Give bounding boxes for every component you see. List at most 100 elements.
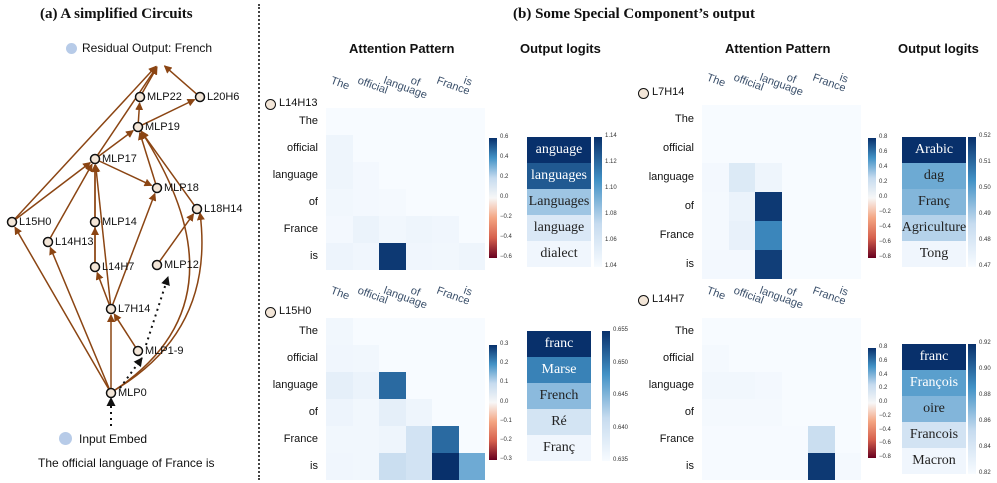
logit-token: Languages [527,189,591,215]
logit-token: Franç [902,189,966,215]
node-label-L15H0: L15H0 [19,216,52,228]
logit-colorbar [968,137,976,267]
logit-token: Marse [527,357,591,383]
colorbar-tick: −0.3 [500,456,512,462]
attention-cell [379,216,406,243]
colorbar-tick: 0.4 [500,154,509,160]
component-marker [265,99,276,110]
attention-cell [379,399,406,426]
circuit-diagram [6,65,206,426]
attention-cell [755,453,782,480]
colorbar-tick: 0.0 [879,194,888,200]
component-label: L7H14 [652,86,685,98]
logit-token: Franç [527,435,591,461]
x-token-label: language [382,74,429,102]
node-label-L14H7: L14H7 [102,261,135,273]
attention-cell [755,192,782,221]
attention-cell [326,345,353,372]
logits-header-right: Output logits [898,41,979,56]
edge-MLP17-MLP19 [98,129,134,157]
attention-cell [808,453,835,480]
colorbar-tick: −0.1 [500,417,512,424]
y-token-label: official [287,351,318,364]
attention-cell [755,372,782,399]
circuit-title: (a) A simplified Circuits [40,6,193,22]
attention-cell [728,221,755,250]
attention-cell [405,453,432,480]
y-token-label: France [659,432,694,445]
dotted-edge-1 [119,357,143,389]
components-title: (b) Some Special Component’s output [513,6,755,22]
attention-cell [755,426,782,453]
attention-colorbar [868,138,876,258]
logit-colorbar-tick: 0.640 [613,424,629,431]
colorbar-tick: 0.4 [879,371,888,378]
attention-cell [326,399,353,426]
component-marker [638,295,649,306]
attention-colorbar [489,345,497,460]
colorbar-tick: −0.6 [879,239,891,245]
logit-colorbar-tick: 0.86 [979,418,991,424]
node-label-MLP22: MLP22 [147,91,182,103]
edge-L7H14-L14H7 [95,271,110,305]
node-label-MLP17: MLP17 [102,153,137,165]
logit-colorbar-tick: 0.645 [613,392,629,398]
y-token-label: The [299,114,318,127]
edge-L20H6-OUT [163,65,197,95]
section-divider [258,4,260,480]
logit-colorbar-tick: 1.10 [605,185,617,191]
colorbar-tick: −0.2 [879,412,891,419]
x-token-label: The [329,284,351,303]
attention-cell [432,453,459,480]
logit-token: languages [527,163,591,189]
logit-colorbar-tick: 1.12 [605,159,617,165]
node-label-MLP12: MLP12 [164,259,199,271]
attention-cell [379,372,406,399]
y-token-label: official [663,141,694,154]
attention-cell [326,189,353,216]
logit-colorbar-tick: 1.14 [605,133,617,139]
x-token-label: is [837,71,850,86]
attention-cell [432,243,459,270]
node-L20H6 [194,91,206,103]
node-label-L18H14: L18H14 [204,203,243,215]
logit-colorbar-tick: 0.88 [979,392,991,398]
node-L18H14 [191,203,203,215]
logit-colorbar-tick: 1.06 [605,237,617,243]
node-label-L20H6: L20H6 [207,91,240,103]
y-token-label: language [648,170,694,183]
attention-cell [728,426,755,453]
logit-colorbar-tick: 0.51 [979,159,991,165]
y-token-label: The [299,324,318,337]
attention-cell [352,189,379,216]
logit-colorbar-tick: 0.635 [613,457,629,463]
attention-cell [728,372,755,399]
attention-cell [702,163,729,192]
edge-MLP19-MLP22 [135,101,144,123]
attention-cell [702,221,729,250]
edge-L15H0-MLP17 [15,162,92,220]
node-label-MLP1-9: MLP1-9 [145,345,184,357]
attention-cell [352,243,379,270]
attention-heatmap [326,108,485,270]
x-token-label: is [461,284,474,299]
logit-colorbar [594,137,602,267]
y-token-label: language [272,168,318,181]
node-MLP12 [151,259,163,271]
attention-cell [379,426,406,453]
attention-cell [379,243,406,270]
x-token-label: The [705,71,727,90]
colorbar-tick: 0.4 [879,164,888,170]
logit-token: French [527,383,591,409]
node-label-MLP0: MLP0 [118,387,147,399]
colorbar-tick: 0.6 [500,134,509,140]
attention-cell [755,399,782,426]
logit-token: dialect [527,241,591,267]
y-token-label: language [648,378,694,391]
y-token-label: of [308,195,318,208]
attention-cell [755,250,782,279]
attention-colorbar [489,138,497,258]
attention-cell [352,399,379,426]
input-sentence: The official language of France is [38,456,215,470]
attention-cell [326,243,353,270]
